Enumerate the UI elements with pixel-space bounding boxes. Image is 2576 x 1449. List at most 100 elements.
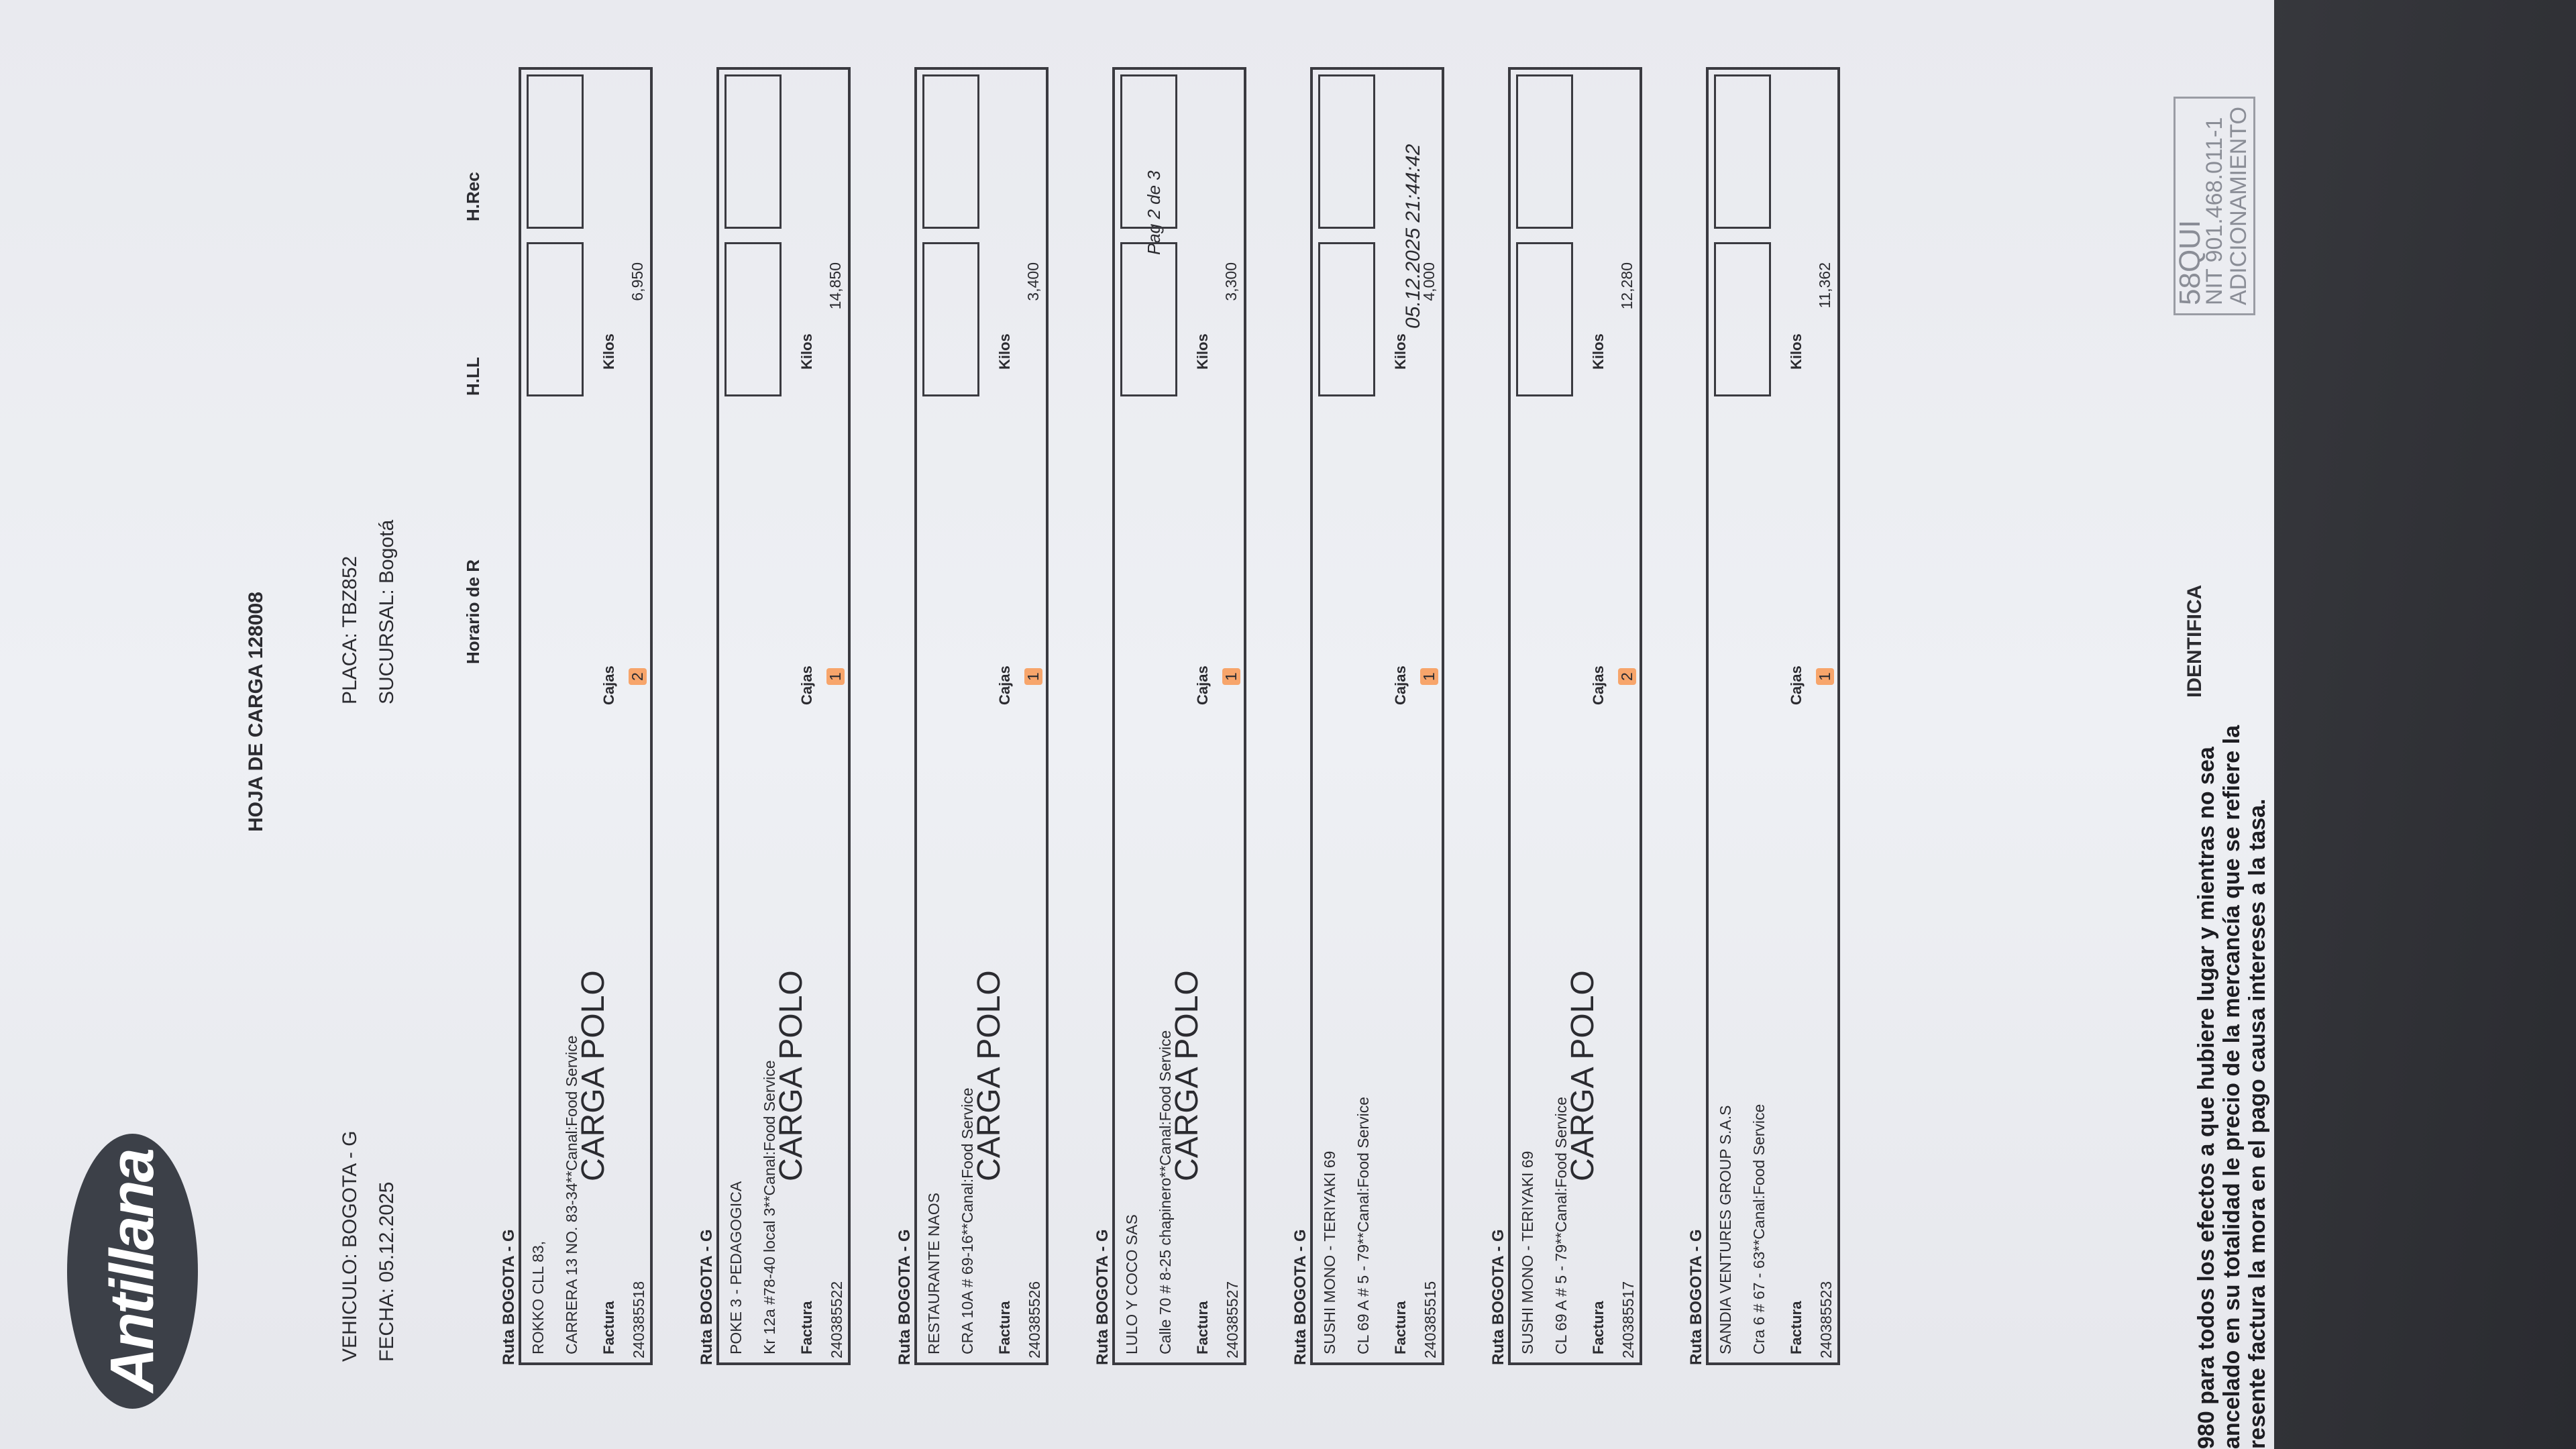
receipt-time-box[interactable] bbox=[1516, 74, 1573, 229]
page-title: HOJA DE CARGA 128008 bbox=[245, 592, 267, 832]
kilos-label: Kilos bbox=[1194, 333, 1211, 370]
arrival-time-box[interactable] bbox=[1318, 242, 1375, 396]
load-note: CARGA POLO bbox=[1169, 970, 1205, 1181]
delivery-block: Ruta BOGOTA - G ROKKO CLL 83, CARRERA 13… bbox=[500, 67, 694, 1365]
customer-name: SANDIA VENTURES GROUP S.A.S bbox=[1717, 1105, 1734, 1354]
factura-label: Factura bbox=[1590, 1301, 1607, 1354]
invoice-number: 240385522 bbox=[828, 1281, 845, 1358]
receipt-time-box[interactable] bbox=[1120, 74, 1177, 229]
customer-name: RESTAURANTE NAOS bbox=[925, 1192, 943, 1354]
cajas-label: Cajas bbox=[1392, 665, 1409, 705]
receipt-time-box[interactable] bbox=[724, 74, 782, 229]
route-label: Ruta BOGOTA - G bbox=[1489, 1229, 1507, 1365]
factura-label: Factura bbox=[1788, 1301, 1805, 1354]
delivery-block: Ruta BOGOTA - G SUSHI MONO - TERIYAKI 69… bbox=[1489, 67, 1684, 1365]
col-hrec: H.Rec bbox=[463, 172, 483, 221]
invoice-number: 240385527 bbox=[1224, 1281, 1241, 1358]
delivery-box: ROKKO CLL 83, CARRERA 13 NO. 83-34**Cana… bbox=[519, 67, 653, 1365]
load-note: CARGA POLO bbox=[773, 970, 809, 1181]
arrival-time-box[interactable] bbox=[1516, 242, 1573, 396]
weight-kilos: 4,000 bbox=[1420, 262, 1438, 301]
delivery-block: Ruta BOGOTA - G SUSHI MONO - TERIYAKI 69… bbox=[1291, 67, 1486, 1365]
boxes-count: 2 bbox=[629, 668, 647, 685]
cajas-label: Cajas bbox=[1194, 665, 1211, 705]
boxes-count: 1 bbox=[826, 668, 845, 685]
route-label: Ruta BOGOTA - G bbox=[896, 1229, 914, 1365]
invoice-number: 240385515 bbox=[1421, 1281, 1439, 1358]
delivery-block: Ruta BOGOTA - G RESTAURANTE NAOS CRA 10A… bbox=[896, 67, 1090, 1365]
stamp-line: ADICIONAMIENTO bbox=[2226, 107, 2251, 305]
delivery-box: POKE 3 - PEDAGOGICA Kr 12a #78-40 local … bbox=[716, 67, 851, 1365]
arrival-time-box[interactable] bbox=[527, 242, 584, 396]
col-horario: Horario de R bbox=[463, 559, 483, 664]
kilos-label: Kilos bbox=[996, 333, 1013, 370]
factura-label: Factura bbox=[1194, 1301, 1211, 1354]
cajas-label: Cajas bbox=[996, 665, 1013, 705]
arrival-time-box[interactable] bbox=[1714, 242, 1771, 396]
footer-line: resente factura la mora en el pago causa… bbox=[2245, 798, 2270, 1449]
load-note: CARGA POLO bbox=[576, 970, 611, 1181]
receipt-time-box[interactable] bbox=[922, 74, 979, 229]
customer-address: CL 69 A # 5 - 79**Canal:Food Service bbox=[1354, 1097, 1372, 1354]
kilos-label: Kilos bbox=[1590, 333, 1607, 370]
receipt-time-box[interactable] bbox=[1318, 74, 1375, 229]
route-label: Ruta BOGOTA - G bbox=[500, 1229, 518, 1365]
company-stamp: 58QUI NIT 901.468.011-1 ADICIONAMIENTO bbox=[2174, 97, 2255, 315]
route-label: Ruta BOGOTA - G bbox=[698, 1229, 716, 1365]
arrival-time-box[interactable] bbox=[1120, 242, 1177, 396]
fecha: FECHA: 05.12.2025 bbox=[376, 1181, 398, 1362]
footer-line: ancelado en su totalidad le precio de la… bbox=[2219, 725, 2245, 1449]
receipt-time-box[interactable] bbox=[527, 74, 584, 229]
boxes-count: 1 bbox=[1420, 668, 1438, 685]
weight-kilos: 14,850 bbox=[826, 262, 844, 310]
boxes-count: 1 bbox=[1222, 668, 1240, 685]
customer-name: SUSHI MONO - TERIYAKI 69 bbox=[1321, 1150, 1338, 1354]
delivery-box: SANDIA VENTURES GROUP S.A.S Cra 6 # 67 -… bbox=[1706, 67, 1840, 1365]
logo-text: Antillana bbox=[98, 1150, 166, 1393]
factura-label: Factura bbox=[996, 1301, 1013, 1354]
stamp-line: 58QUI bbox=[2174, 219, 2206, 305]
cajas-label: Cajas bbox=[1590, 665, 1607, 705]
receipt-time-box[interactable] bbox=[1714, 74, 1771, 229]
route-label: Ruta BOGOTA - G bbox=[1093, 1229, 1112, 1365]
invoice-number: 240385526 bbox=[1026, 1281, 1043, 1358]
delivery-block: Ruta BOGOTA - G SANDIA VENTURES GROUP S.… bbox=[1687, 67, 1882, 1365]
invoice-number: 240385523 bbox=[1817, 1281, 1835, 1358]
customer-name: POKE 3 - PEDAGOGICA bbox=[727, 1181, 745, 1354]
delivery-box: SUSHI MONO - TERIYAKI 69 CL 69 A # 5 - 7… bbox=[1310, 67, 1444, 1365]
weight-kilos: 12,280 bbox=[1618, 262, 1635, 310]
antillana-logo: Antillana bbox=[67, 1134, 198, 1409]
invoice-number: 240385518 bbox=[630, 1281, 647, 1358]
route-label: Ruta BOGOTA - G bbox=[1291, 1229, 1309, 1365]
cajas-label: Cajas bbox=[1788, 665, 1805, 705]
weight-kilos: 6,950 bbox=[629, 262, 646, 301]
kilos-label: Kilos bbox=[600, 333, 617, 370]
delivery-block: Ruta BOGOTA - G LULO Y COCO SAS Calle 70… bbox=[1093, 67, 1288, 1365]
boxes-count: 2 bbox=[1618, 668, 1636, 685]
delivery-box: SUSHI MONO - TERIYAKI 69 CL 69 A # 5 - 7… bbox=[1508, 67, 1642, 1365]
placa: PLACA: TBZ852 bbox=[339, 555, 361, 704]
customer-name: LULO Y COCO SAS bbox=[1123, 1214, 1140, 1354]
sucursal: SUCURSAL: Bogotá bbox=[376, 519, 398, 704]
delivery-block: Ruta BOGOTA - G POKE 3 - PEDAGOGICA Kr 1… bbox=[698, 67, 892, 1365]
kilos-label: Kilos bbox=[798, 333, 815, 370]
load-note: CARGA POLO bbox=[971, 970, 1007, 1181]
arrival-time-box[interactable] bbox=[922, 242, 979, 396]
footer-terms: 980 para todos los efectos a que hubiere… bbox=[2194, 725, 2270, 1449]
factura-label: Factura bbox=[798, 1301, 815, 1354]
boxes-count: 1 bbox=[1816, 668, 1834, 685]
route-label: Ruta BOGOTA - G bbox=[1687, 1229, 1705, 1365]
weight-kilos: 3,300 bbox=[1222, 262, 1240, 301]
arrival-time-box[interactable] bbox=[724, 242, 782, 396]
factura-label: Factura bbox=[1392, 1301, 1409, 1354]
customer-name: SUSHI MONO - TERIYAKI 69 bbox=[1519, 1150, 1536, 1354]
customer-address: Cra 6 # 67 - 63**Canal:Food Service bbox=[1750, 1104, 1768, 1354]
cajas-label: Cajas bbox=[600, 665, 617, 705]
customer-name: ROKKO CLL 83, bbox=[529, 1240, 547, 1354]
col-hll: H.LL bbox=[463, 357, 483, 396]
weight-kilos: 11,362 bbox=[1816, 262, 1833, 309]
document-page: Antillana VEHICULO: BOGOTA - G FECHA: 05… bbox=[0, 0, 2274, 1449]
delivery-box: LULO Y COCO SAS Calle 70 # 8-25 chapiner… bbox=[1112, 67, 1246, 1365]
delivery-box: RESTAURANTE NAOS CRA 10A # 69-16**Canal:… bbox=[914, 67, 1049, 1365]
load-note: CARGA POLO bbox=[1565, 970, 1601, 1181]
